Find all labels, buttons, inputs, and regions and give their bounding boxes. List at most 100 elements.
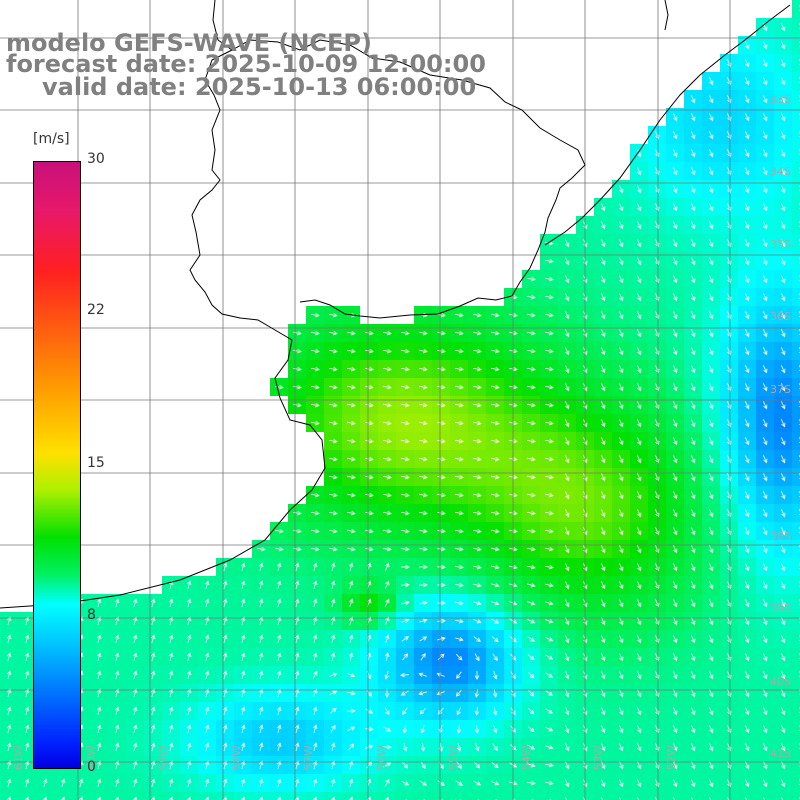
wind-arrow bbox=[132, 616, 138, 625]
wind-arrow bbox=[436, 402, 446, 408]
colorbar-tick-label: 30 bbox=[87, 151, 105, 167]
wind-arrow bbox=[346, 492, 356, 498]
title-model: modelo GEFS-WAVE (NCEP) bbox=[6, 29, 372, 57]
wind-speed-cell bbox=[792, 162, 800, 180]
wind-arrow bbox=[709, 617, 714, 626]
wind-arrow bbox=[472, 420, 482, 426]
wind-arrow bbox=[565, 635, 570, 644]
wind-arrow bbox=[150, 760, 156, 769]
wind-arrow bbox=[400, 456, 410, 462]
wind-arrow bbox=[400, 564, 410, 570]
wind-arrow bbox=[745, 59, 750, 68]
wind-arrow bbox=[490, 528, 500, 534]
wind-arrow bbox=[310, 348, 320, 354]
wind-arrow bbox=[114, 742, 120, 751]
wind-arrow bbox=[168, 652, 174, 661]
wind-speed-cell bbox=[270, 792, 288, 800]
wind-arrow bbox=[691, 761, 696, 770]
wind-arrow bbox=[328, 348, 338, 354]
wind-arrow bbox=[745, 545, 750, 554]
wind-arrow bbox=[42, 778, 48, 787]
wind-arrow bbox=[691, 383, 696, 392]
wind-arrow bbox=[24, 634, 30, 643]
wind-arrow bbox=[763, 473, 768, 482]
wind-speed-cell bbox=[792, 540, 800, 558]
wind-arrow bbox=[691, 293, 696, 302]
coastline bbox=[0, 0, 791, 609]
wind-arrow bbox=[745, 77, 750, 86]
wind-arrow bbox=[294, 724, 300, 733]
wind-arrow bbox=[565, 239, 570, 248]
wind-arrow bbox=[619, 185, 624, 194]
wind-arrow bbox=[383, 762, 392, 768]
wind-arrow bbox=[186, 778, 192, 787]
wind-arrow bbox=[292, 546, 302, 552]
wind-arrow bbox=[382, 402, 392, 408]
wind-arrow bbox=[437, 707, 444, 715]
wind-arrow bbox=[565, 473, 570, 482]
wind-speed-cell bbox=[18, 792, 36, 800]
wind-arrow bbox=[310, 384, 320, 390]
wind-speed-cell bbox=[792, 396, 800, 414]
wind-arrow bbox=[276, 598, 282, 607]
wind-arrow bbox=[474, 706, 480, 716]
wind-arrow bbox=[745, 347, 750, 356]
wind-arrow bbox=[673, 473, 678, 482]
wind-arrow bbox=[544, 456, 554, 462]
wind-arrow bbox=[619, 347, 624, 356]
wind-arrow bbox=[454, 564, 464, 570]
wind-arrow bbox=[328, 546, 338, 552]
wind-arrow bbox=[619, 743, 624, 752]
wind-arrow bbox=[346, 402, 356, 408]
wind-arrow bbox=[114, 724, 120, 733]
wind-arrow bbox=[490, 330, 500, 336]
wind-arrow bbox=[364, 366, 374, 372]
wind-arrow bbox=[312, 742, 318, 751]
wind-arrow bbox=[454, 546, 464, 552]
wind-speed-cell bbox=[792, 108, 800, 126]
wind-arrow bbox=[544, 366, 554, 372]
wind-arrow bbox=[709, 293, 714, 302]
wind-arrow bbox=[637, 563, 642, 572]
wind-arrow bbox=[400, 348, 410, 354]
wind-arrow bbox=[114, 634, 120, 643]
wind-arrow bbox=[673, 329, 678, 338]
wind-arrow bbox=[745, 257, 750, 266]
wind-arrow bbox=[673, 383, 678, 392]
wind-arrow bbox=[619, 491, 624, 500]
wind-arrow bbox=[637, 653, 642, 662]
wind-arrow bbox=[454, 618, 464, 624]
wind-arrow bbox=[490, 348, 500, 354]
wind-arrow bbox=[781, 293, 786, 302]
wind-arrow bbox=[781, 635, 786, 644]
wind-arrow bbox=[328, 474, 338, 480]
wind-speed-cell bbox=[54, 792, 72, 800]
wind-arrow bbox=[619, 437, 624, 446]
wind-arrow bbox=[382, 744, 392, 750]
wind-arrow bbox=[400, 672, 410, 678]
wind-arrow bbox=[709, 365, 714, 374]
wind-arrow bbox=[637, 365, 642, 374]
wind-arrow bbox=[472, 366, 482, 372]
wind-arrow bbox=[222, 580, 228, 589]
wind-arrow bbox=[472, 312, 482, 318]
wind-arrow bbox=[763, 707, 768, 716]
wind-arrow bbox=[132, 760, 138, 769]
wind-arrow bbox=[781, 365, 786, 374]
wind-arrow bbox=[709, 311, 714, 320]
wind-arrow bbox=[437, 636, 446, 642]
wind-arrow bbox=[114, 652, 120, 661]
wind-arrow bbox=[619, 509, 624, 518]
wind-arrow bbox=[436, 600, 446, 606]
wind-arrow bbox=[256, 546, 266, 552]
wind-arrow bbox=[472, 438, 482, 444]
wind-arrow bbox=[384, 598, 390, 607]
wind-arrow bbox=[619, 257, 624, 266]
wind-arrow bbox=[544, 348, 554, 354]
wind-arrow bbox=[745, 527, 750, 536]
wind-arrow bbox=[709, 419, 714, 428]
wind-arrow bbox=[637, 455, 642, 464]
wind-arrow bbox=[347, 690, 356, 696]
wind-arrow bbox=[400, 366, 410, 372]
wind-arrow bbox=[454, 510, 464, 516]
